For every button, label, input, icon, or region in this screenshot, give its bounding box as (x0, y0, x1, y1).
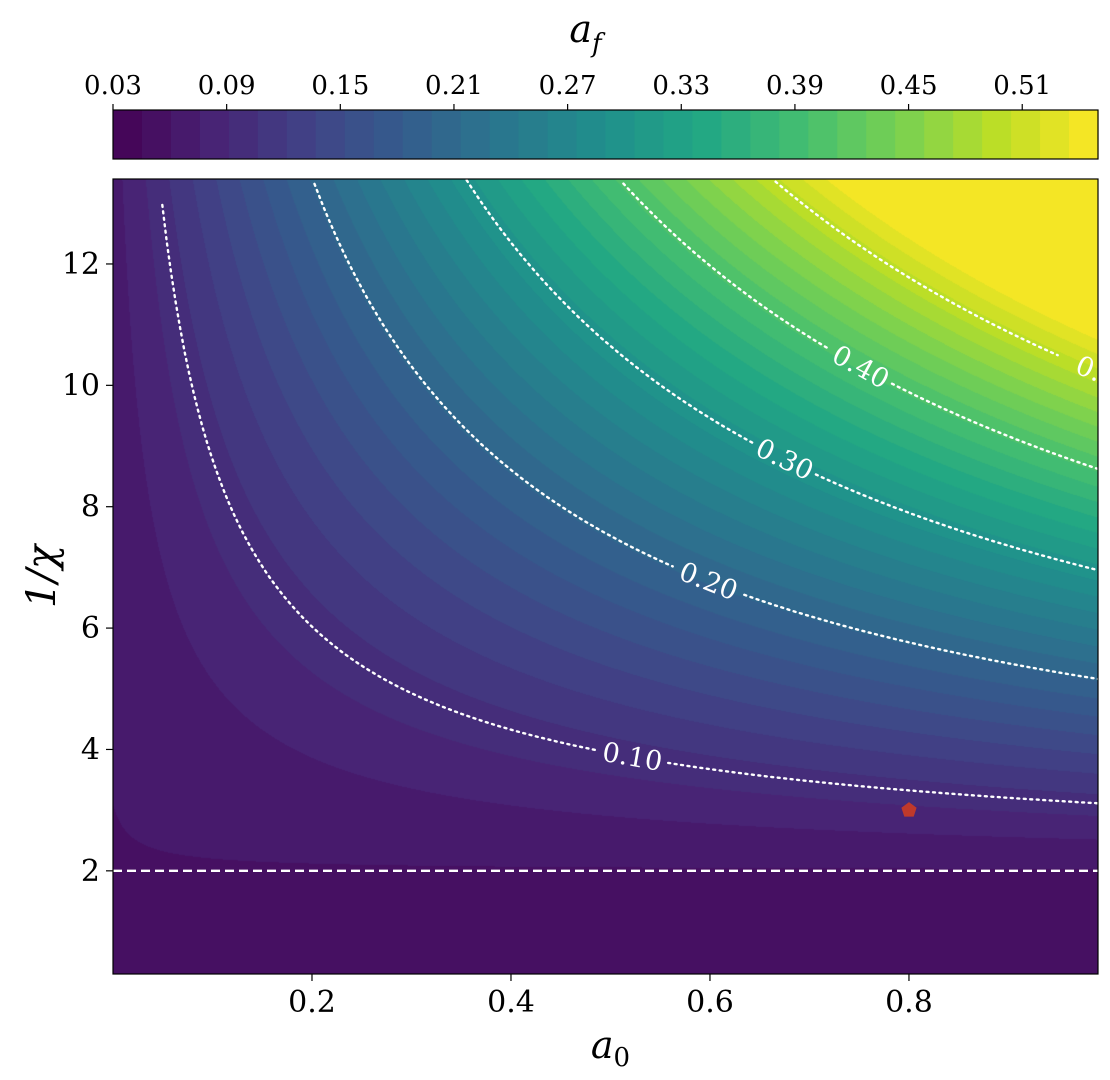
colorbar-segment (170, 110, 201, 159)
colorbar-segment (982, 110, 1012, 159)
contour-line-0.10 (161, 203, 1100, 805)
colorbar-segment (953, 110, 983, 159)
filled-contour-field (113, 179, 1098, 974)
colorbar-segment (141, 110, 172, 159)
colorbar-tick-label: 0.03 (84, 71, 142, 101)
colorbar-segment (808, 110, 838, 159)
colorbar-tick-label: 0.27 (539, 71, 597, 101)
colorbar-segment (779, 110, 809, 159)
colorbar-title-subscript: f (590, 29, 606, 59)
colorbar-segment (605, 110, 636, 159)
colorbar-segment (460, 110, 491, 159)
axis-labels: 0.2 0.4 0.6 0.8 2 4 6 8 10 12 a0 1/χ (19, 247, 933, 1073)
colorbar-frame (112, 109, 1099, 160)
colorbar-segment (199, 110, 230, 159)
plot-frame (112, 178, 1099, 975)
colorbar-segment (924, 110, 954, 159)
colorbar-segment (113, 110, 143, 159)
colorbar-segment (634, 110, 665, 159)
colorbar-segment (344, 110, 375, 159)
colorbar-segment (489, 110, 520, 159)
colorbar-tick-label: 0.09 (198, 71, 256, 101)
colorbar-title: af (569, 7, 606, 59)
colorbar-segment (663, 110, 694, 159)
contour-line-0.40 (622, 182, 1100, 471)
colorbar: 0.03 0.09 0.15 0.21 0.27 0.33 0.39 0.45 0.51 af (84, 7, 1099, 160)
plot-area: 0.100.200.300.40 0. (112, 178, 1107, 975)
y-axis-title: 1/χ (19, 542, 65, 608)
colorbar-segment (692, 110, 722, 159)
y-tick-label: 12 (62, 247, 100, 282)
y-tick-label: 8 (81, 490, 100, 525)
colorbar-segment (837, 110, 867, 159)
colorbar-segment (895, 110, 925, 159)
contour-line-0.30 (465, 179, 1100, 572)
colorbar-tick-label: 0.33 (652, 71, 710, 101)
x-axis-title: a0 (591, 1023, 630, 1073)
colorbar-tick-label: 0.45 (880, 71, 938, 101)
colorbar-tick-label: 0.51 (993, 71, 1051, 101)
colorbar-segment (257, 110, 288, 159)
data-marker-pentagon (901, 802, 917, 817)
y-tick-label: 6 (81, 611, 100, 646)
colorbar-segment (576, 110, 607, 159)
colorbar-segment (721, 110, 751, 159)
colorbar-segment (286, 110, 317, 159)
colorbar-segment (866, 110, 896, 159)
colorbar-segment (402, 110, 433, 159)
x-tick-label: 0.4 (487, 985, 535, 1020)
colorbar-segment (518, 110, 549, 159)
y-tick-label: 4 (81, 732, 100, 767)
colorbar-segment (547, 110, 578, 159)
colorbar-segment (1040, 110, 1070, 159)
colorbar-segment (1011, 110, 1041, 159)
colorbar-segment (1069, 110, 1099, 159)
colorbar-segment (315, 110, 346, 159)
colorbar-segment (373, 110, 404, 159)
colorbar-segment (228, 110, 259, 159)
y-tick-label: 2 (81, 854, 100, 889)
y-tick-label: 10 (62, 368, 100, 403)
x-tick-label: 0.8 (885, 985, 933, 1020)
contour-line-0. (774, 180, 1059, 357)
colorbar-tick-label: 0.21 (425, 71, 483, 101)
contour-line-0.20 (313, 182, 1100, 681)
colorbar-segment (431, 110, 462, 159)
x-axis-title-subscript: 0 (614, 1043, 631, 1073)
colorbar-segment (750, 110, 780, 159)
colorbar-tick-label: 0.15 (311, 71, 369, 101)
colorbar-tick-label: 0.39 (766, 71, 824, 101)
x-tick-label: 0.2 (288, 985, 336, 1020)
x-tick-label: 0.6 (686, 985, 734, 1020)
